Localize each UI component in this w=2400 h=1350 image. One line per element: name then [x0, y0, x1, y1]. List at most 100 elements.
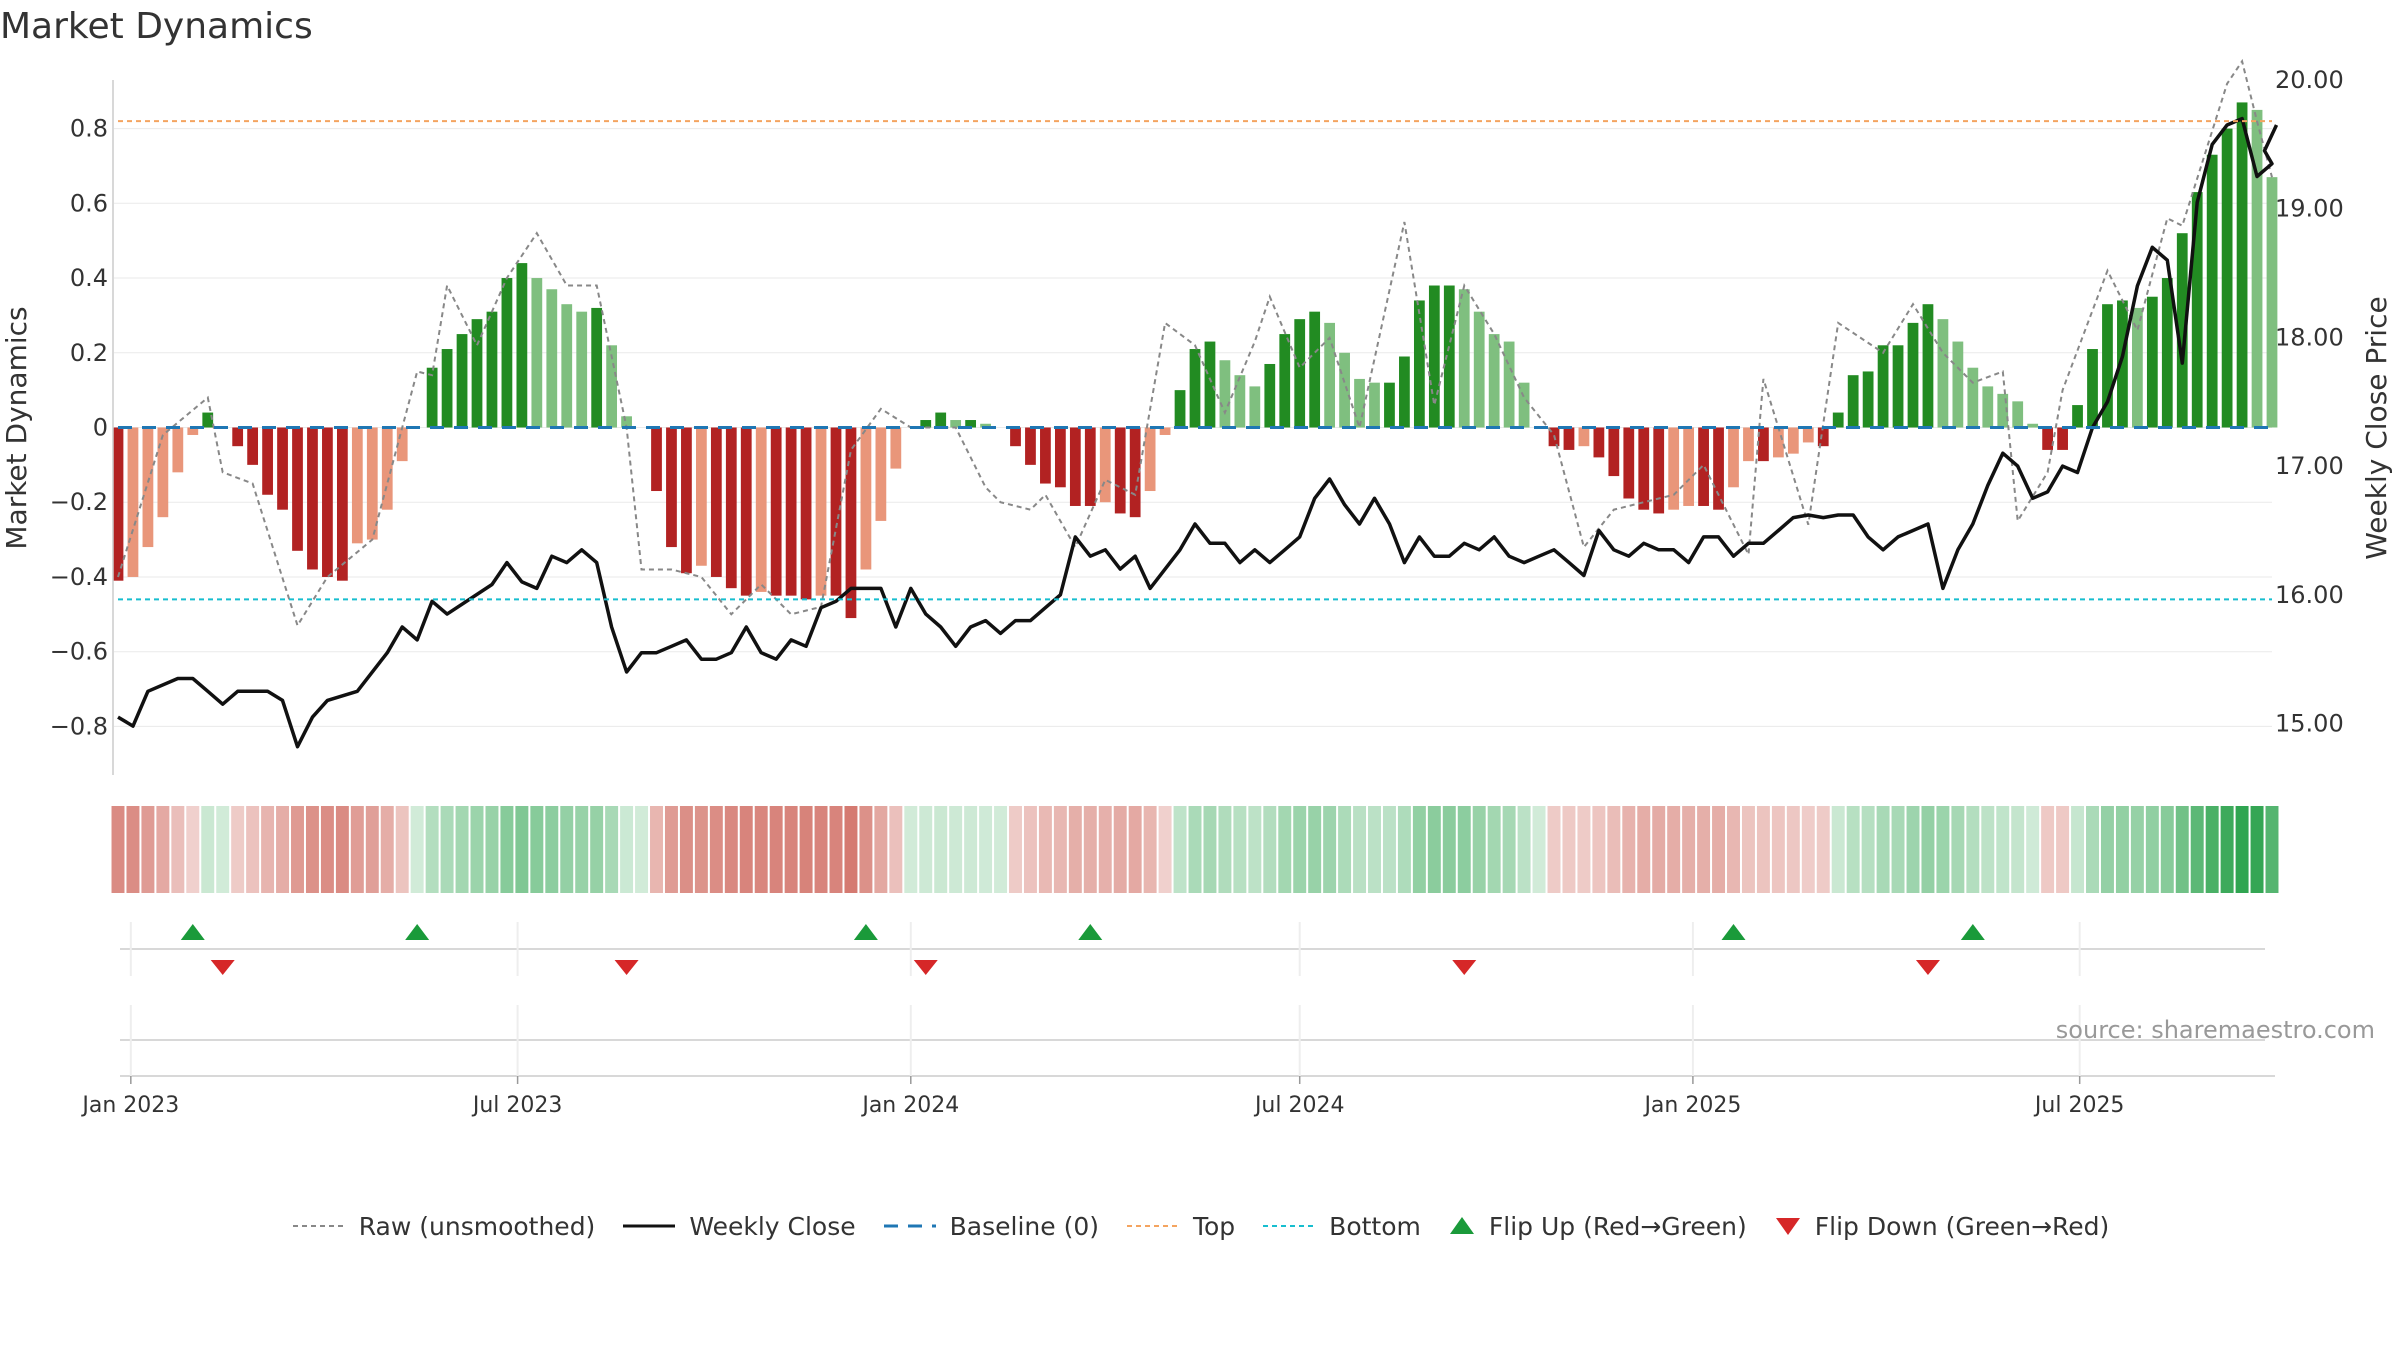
momentum-bar [1563, 427, 1575, 450]
momentum-bar [486, 311, 498, 428]
momentum-bar [770, 427, 782, 596]
momentum-bar [681, 427, 692, 574]
heat-strip-cell [1308, 806, 1322, 893]
heat-strip-cell [2130, 806, 2144, 893]
heat-strip-cell [1487, 806, 1501, 893]
momentum-bar [2057, 427, 2068, 450]
legend: Raw (unsmoothed) Weekly Close Baseline (… [0, 1206, 2400, 1246]
heat-strip-cell [919, 806, 933, 893]
momentum-bar [142, 427, 154, 548]
heat-strip-cell [1382, 806, 1396, 893]
momentum-bar [2117, 300, 2128, 428]
heat-strip-cell [874, 806, 888, 893]
heat-strip-cell [1338, 806, 1352, 893]
heat-strip-cell [470, 806, 484, 893]
momentum-bar [1787, 427, 1799, 454]
momentum-bar [1294, 319, 1306, 428]
heat-strip-cell [2115, 806, 2129, 893]
heat-strip-cell [2235, 806, 2249, 893]
momentum-bar [785, 427, 797, 596]
momentum-bar [1817, 427, 1829, 447]
momentum-bar [576, 311, 588, 428]
legend-label-bottom: Bottom [1329, 1211, 1421, 1241]
momentum-bar [1967, 367, 1979, 428]
momentum-bar [2236, 102, 2248, 428]
momentum-bar [1144, 427, 1156, 492]
heat-strip-cell [1921, 806, 1935, 893]
heat-strip-cell [276, 806, 290, 893]
heat-strip-cell [246, 806, 260, 893]
heat-strip-cell [515, 806, 529, 893]
flip-up-marker [853, 924, 878, 940]
heat-strip-cell [1323, 806, 1337, 893]
momentum-bar [950, 420, 962, 428]
x-tick-label: Jul 2024 [1253, 1093, 1345, 1118]
heat-strip-cell [1278, 806, 1292, 893]
legend-item-raw: Raw (unsmoothed) [291, 1212, 595, 1241]
momentum-bar [501, 278, 513, 428]
y-tick-label: 0 [93, 414, 108, 442]
momentum-bar [1922, 304, 1934, 428]
heat-strip-cell [2086, 806, 2099, 893]
momentum-bar [1683, 427, 1695, 506]
legend-close-symbol [623, 1224, 676, 1228]
momentum-bar [1802, 427, 1814, 443]
momentum-bar [531, 278, 543, 428]
heat-strip-cell [1682, 806, 1696, 893]
momentum-bar [1743, 427, 1754, 462]
momentum-bar [1189, 349, 1201, 428]
flip-down-marker [614, 960, 639, 975]
heat-strip-cell [1248, 806, 1262, 893]
heat-strip-cell [1861, 806, 1875, 893]
flip-down-marker [1915, 960, 1940, 975]
heat-strip-cell [1218, 806, 1232, 893]
momentum-bar [1354, 378, 1365, 428]
heat-strip-cell [724, 806, 738, 893]
heat-strip-cell [1906, 806, 1920, 893]
momentum-bar [1997, 393, 2009, 428]
heat-strip-cell [335, 806, 349, 893]
momentum-bar [1339, 352, 1350, 428]
heat-strip-cell [1637, 806, 1651, 893]
momentum-bar [127, 427, 139, 577]
momentum-bar [1069, 427, 1081, 506]
momentum-bar [2161, 278, 2173, 428]
heat-strip-cell [1233, 806, 1247, 893]
heat-strip-cell [1442, 806, 1456, 893]
flip-up-marker [1960, 924, 1985, 940]
y2-tick-label: 20.00 [2275, 66, 2344, 94]
heat-strip-cell [291, 806, 304, 893]
momentum-bar [621, 416, 632, 428]
heat-strip-cell [1143, 806, 1157, 893]
momentum-bar [202, 412, 214, 428]
heat-strip-cell [1412, 806, 1426, 893]
heat-strip-cell [1697, 806, 1711, 893]
momentum-bar [591, 307, 603, 428]
momentum-bar [1608, 427, 1620, 477]
legend-baseline-symbol [883, 1224, 936, 1228]
legend-label-flip-up: Flip Up (Red→Green) [1488, 1211, 1747, 1241]
momentum-bar [965, 420, 977, 428]
momentum-bar [546, 289, 558, 428]
heat-strip-cell [1427, 806, 1441, 893]
heat-strip-cell [1053, 806, 1067, 893]
heat-strip-cell [979, 806, 993, 893]
momentum-bar [1369, 382, 1380, 428]
momentum-bar [172, 427, 184, 473]
chart-title: Market Dynamics [0, 6, 313, 47]
momentum-bar [1473, 311, 1485, 428]
momentum-bar [516, 263, 528, 428]
flip-down-marker [913, 960, 938, 975]
heat-strip-cell [1741, 806, 1755, 893]
heat-strip-cell [635, 806, 649, 893]
momentum-bar [1937, 319, 1949, 428]
momentum-bar [292, 427, 303, 551]
momentum-bar [980, 423, 991, 428]
momentum-bar [1638, 427, 1650, 510]
heat-strip-cell [605, 806, 619, 893]
heat-strip-cell [1368, 806, 1381, 893]
heat-strip-cell [1068, 806, 1082, 893]
momentum-bar [1772, 427, 1784, 458]
momentum-bar [1204, 341, 1216, 428]
momentum-bar [366, 427, 378, 540]
